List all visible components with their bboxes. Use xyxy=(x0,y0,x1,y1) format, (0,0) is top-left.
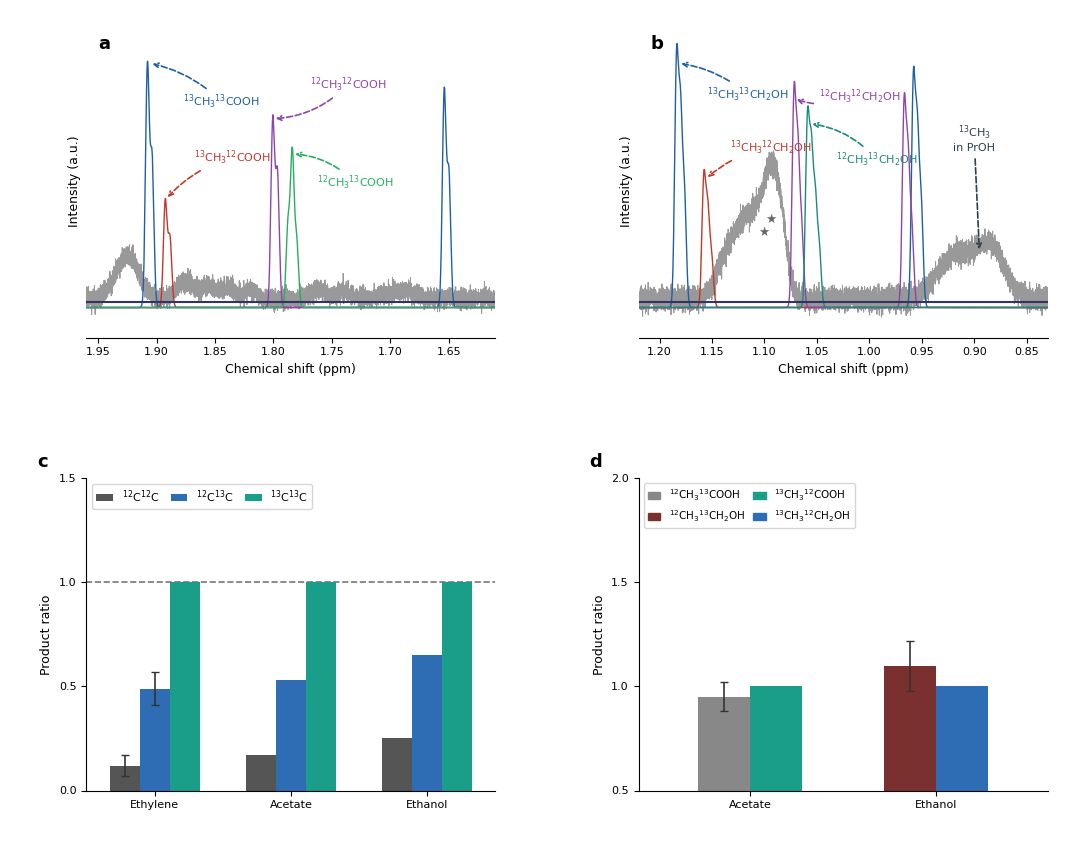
Text: $^{13}$CH$_3$$^{12}$CH$_2$OH: $^{13}$CH$_3$$^{12}$CH$_2$OH xyxy=(710,139,811,176)
X-axis label: Chemical shift (ppm): Chemical shift (ppm) xyxy=(226,363,356,376)
Text: $^{12}$CH$_3$$^{13}$COOH: $^{12}$CH$_3$$^{13}$COOH xyxy=(297,152,393,192)
Bar xyxy=(751,687,802,850)
Bar xyxy=(885,666,936,850)
Bar xyxy=(275,680,306,790)
Text: $^{12}$CH$_3$$^{12}$COOH: $^{12}$CH$_3$$^{12}$COOH xyxy=(278,76,387,121)
Legend: $^{12}$C$^{12}$C, $^{12}$C$^{13}$C, $^{13}$C$^{13}$C: $^{12}$C$^{12}$C, $^{12}$C$^{13}$C, $^{1… xyxy=(92,484,312,509)
Y-axis label: Intensity (a.u.): Intensity (a.u.) xyxy=(68,136,81,228)
Text: d: d xyxy=(590,453,603,471)
Bar xyxy=(139,688,170,790)
Text: b: b xyxy=(651,35,664,53)
Text: $★$: $★$ xyxy=(765,212,778,226)
Y-axis label: Product ratio: Product ratio xyxy=(40,594,54,675)
Y-axis label: Product ratio: Product ratio xyxy=(593,594,606,675)
Bar xyxy=(698,697,751,850)
Bar xyxy=(246,755,275,790)
Text: c: c xyxy=(38,453,48,471)
Bar xyxy=(306,582,336,790)
Bar xyxy=(170,582,200,790)
Text: $^{13}$CH$_3$$^{12}$COOH: $^{13}$CH$_3$$^{12}$COOH xyxy=(168,148,271,196)
Text: $★$: $★$ xyxy=(758,225,770,239)
Y-axis label: Intensity (a.u.): Intensity (a.u.) xyxy=(620,136,633,228)
Text: $^{13}$CH$_3$
in PrOH: $^{13}$CH$_3$ in PrOH xyxy=(954,123,995,247)
X-axis label: Chemical shift (ppm): Chemical shift (ppm) xyxy=(778,363,908,376)
Bar xyxy=(413,655,442,790)
Text: $^{12}$CH$_3$$^{12}$CH$_2$OH: $^{12}$CH$_3$$^{12}$CH$_2$OH xyxy=(798,88,901,106)
Text: $^{13}$CH$_3$$^{13}$COOH: $^{13}$CH$_3$$^{13}$COOH xyxy=(154,63,260,111)
Bar xyxy=(109,766,139,790)
Text: a: a xyxy=(98,35,110,53)
Bar xyxy=(382,739,413,790)
Bar xyxy=(442,582,472,790)
Text: $^{13}$CH$_3$$^{13}$CH$_2$OH: $^{13}$CH$_3$$^{13}$CH$_2$OH xyxy=(683,62,788,104)
Legend: $^{12}$CH$_3$$^{13}$COOH, $^{12}$CH$_3$$^{13}$CH$_2$OH, $^{13}$CH$_3$$^{12}$COOH: $^{12}$CH$_3$$^{13}$COOH, $^{12}$CH$_3$$… xyxy=(644,484,855,528)
Bar xyxy=(936,687,988,850)
Text: $^{12}$CH$_3$$^{13}$CH$_2$OH: $^{12}$CH$_3$$^{13}$CH$_2$OH xyxy=(814,122,917,169)
